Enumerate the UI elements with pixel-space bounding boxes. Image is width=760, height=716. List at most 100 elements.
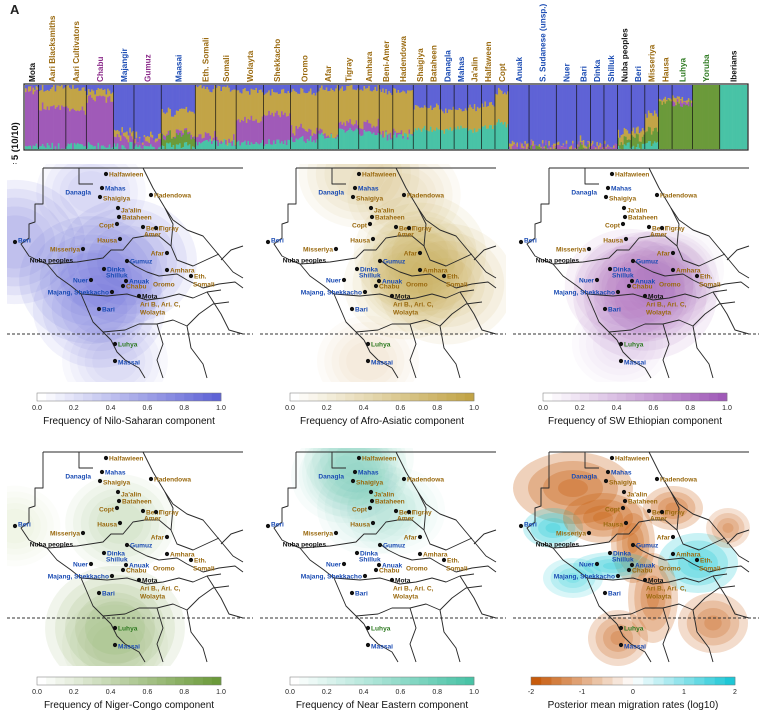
bar-segment xyxy=(369,90,372,124)
bar-segment xyxy=(54,91,57,109)
bar-segment xyxy=(361,85,364,91)
bar-segment xyxy=(26,146,29,150)
population-label: Majangir xyxy=(120,48,129,82)
bar-segment xyxy=(647,110,650,127)
bar-segment xyxy=(413,85,416,110)
bar-segment xyxy=(192,137,195,147)
bar-segment xyxy=(245,85,248,92)
bar-segment xyxy=(116,134,119,144)
site-marker xyxy=(609,455,615,461)
bar-segment xyxy=(684,100,687,103)
country-border xyxy=(379,259,457,289)
bar-segment xyxy=(628,133,631,140)
country-border xyxy=(473,529,497,545)
bar-segment xyxy=(653,85,656,111)
bar-segment xyxy=(229,142,232,144)
bar-segment xyxy=(162,85,165,113)
country-border xyxy=(584,168,599,185)
bar-segment xyxy=(72,108,75,150)
bar-segment xyxy=(289,93,291,114)
bar-segment xyxy=(179,85,182,110)
bar-segment xyxy=(347,130,350,150)
bar-segment xyxy=(102,90,105,96)
bar-segment xyxy=(578,141,581,147)
bar-segment xyxy=(397,85,400,91)
bar-segment xyxy=(156,138,159,142)
legend-title: Frequency of Near Eastern component xyxy=(296,700,469,711)
legend-swatch xyxy=(317,393,328,401)
site-label: Shilluk xyxy=(359,272,381,279)
bar-segment xyxy=(380,85,383,93)
legend-swatch xyxy=(409,677,420,685)
country-border xyxy=(20,168,112,341)
legend-swatch xyxy=(147,393,157,401)
site-label: Shilluk xyxy=(106,272,128,279)
legend-swatch xyxy=(299,393,309,401)
site-label: Majang, Shekkacho xyxy=(554,289,615,296)
bar-segment xyxy=(226,85,229,86)
site-label: Nuer xyxy=(73,561,88,568)
site-marker xyxy=(136,293,142,299)
bar-segment xyxy=(561,146,563,150)
bar-segment xyxy=(632,127,635,137)
site-label: Nuer xyxy=(579,561,594,568)
bar-segment xyxy=(201,88,204,139)
bar-segment xyxy=(64,106,67,149)
migration-surface xyxy=(528,461,618,515)
density-contour xyxy=(65,583,165,666)
bar-segment xyxy=(28,91,30,147)
country-border xyxy=(632,259,710,289)
bar-segment xyxy=(105,85,108,95)
bar-segment xyxy=(226,85,229,146)
bar-segment xyxy=(355,128,358,150)
bar-segment xyxy=(742,85,745,150)
bar-segment xyxy=(361,129,364,136)
bar-segment xyxy=(410,85,413,91)
bar-segment xyxy=(32,85,35,88)
bar-segment xyxy=(132,85,135,132)
country-border xyxy=(355,319,461,379)
legend-swatch xyxy=(714,677,726,685)
bar-segment xyxy=(110,85,113,94)
ancestry-map-e: EHalfawieenDanaglaMahasShaigiyaHadendowa… xyxy=(7,448,253,711)
bar-segment xyxy=(613,85,615,146)
bar-segment xyxy=(309,88,312,130)
bar-segment xyxy=(616,144,618,150)
bar-segment xyxy=(338,122,341,129)
site-label: Gumuz xyxy=(383,542,406,549)
bar-segment xyxy=(705,85,708,150)
bar-segment xyxy=(576,85,579,145)
bar-segment xyxy=(681,97,684,104)
site-marker xyxy=(629,562,635,568)
bar-segment xyxy=(530,145,533,150)
bar-segment xyxy=(233,134,235,141)
bar-segment xyxy=(661,85,664,101)
bar-segment xyxy=(376,135,378,150)
legend-swatch xyxy=(724,677,736,685)
bar-segment xyxy=(738,85,741,150)
legend-swatch xyxy=(138,393,148,401)
bar-segment xyxy=(481,85,484,104)
bar-segment xyxy=(585,146,588,149)
bar-segment xyxy=(324,90,327,134)
bar-segment xyxy=(108,96,111,145)
bar-segment xyxy=(293,142,296,150)
bar-segment xyxy=(344,85,347,91)
bar-segment xyxy=(129,132,132,143)
bar-segment xyxy=(248,85,251,95)
bar-segment xyxy=(442,130,444,150)
legend-swatch xyxy=(308,393,318,401)
bar-segment xyxy=(606,85,609,145)
site-marker xyxy=(373,567,379,573)
site-label: Shaigiya xyxy=(356,479,383,486)
admixture-bars xyxy=(25,85,748,150)
bar-segment xyxy=(584,85,587,146)
bar-segment xyxy=(32,87,35,95)
bar-segment xyxy=(87,85,90,90)
bar-segment xyxy=(591,144,594,150)
bar-segment xyxy=(271,144,274,150)
legend-tick: 1 xyxy=(682,689,686,696)
bar-segment xyxy=(236,120,239,143)
bar-segment xyxy=(379,85,382,90)
bar-segment xyxy=(647,141,650,150)
